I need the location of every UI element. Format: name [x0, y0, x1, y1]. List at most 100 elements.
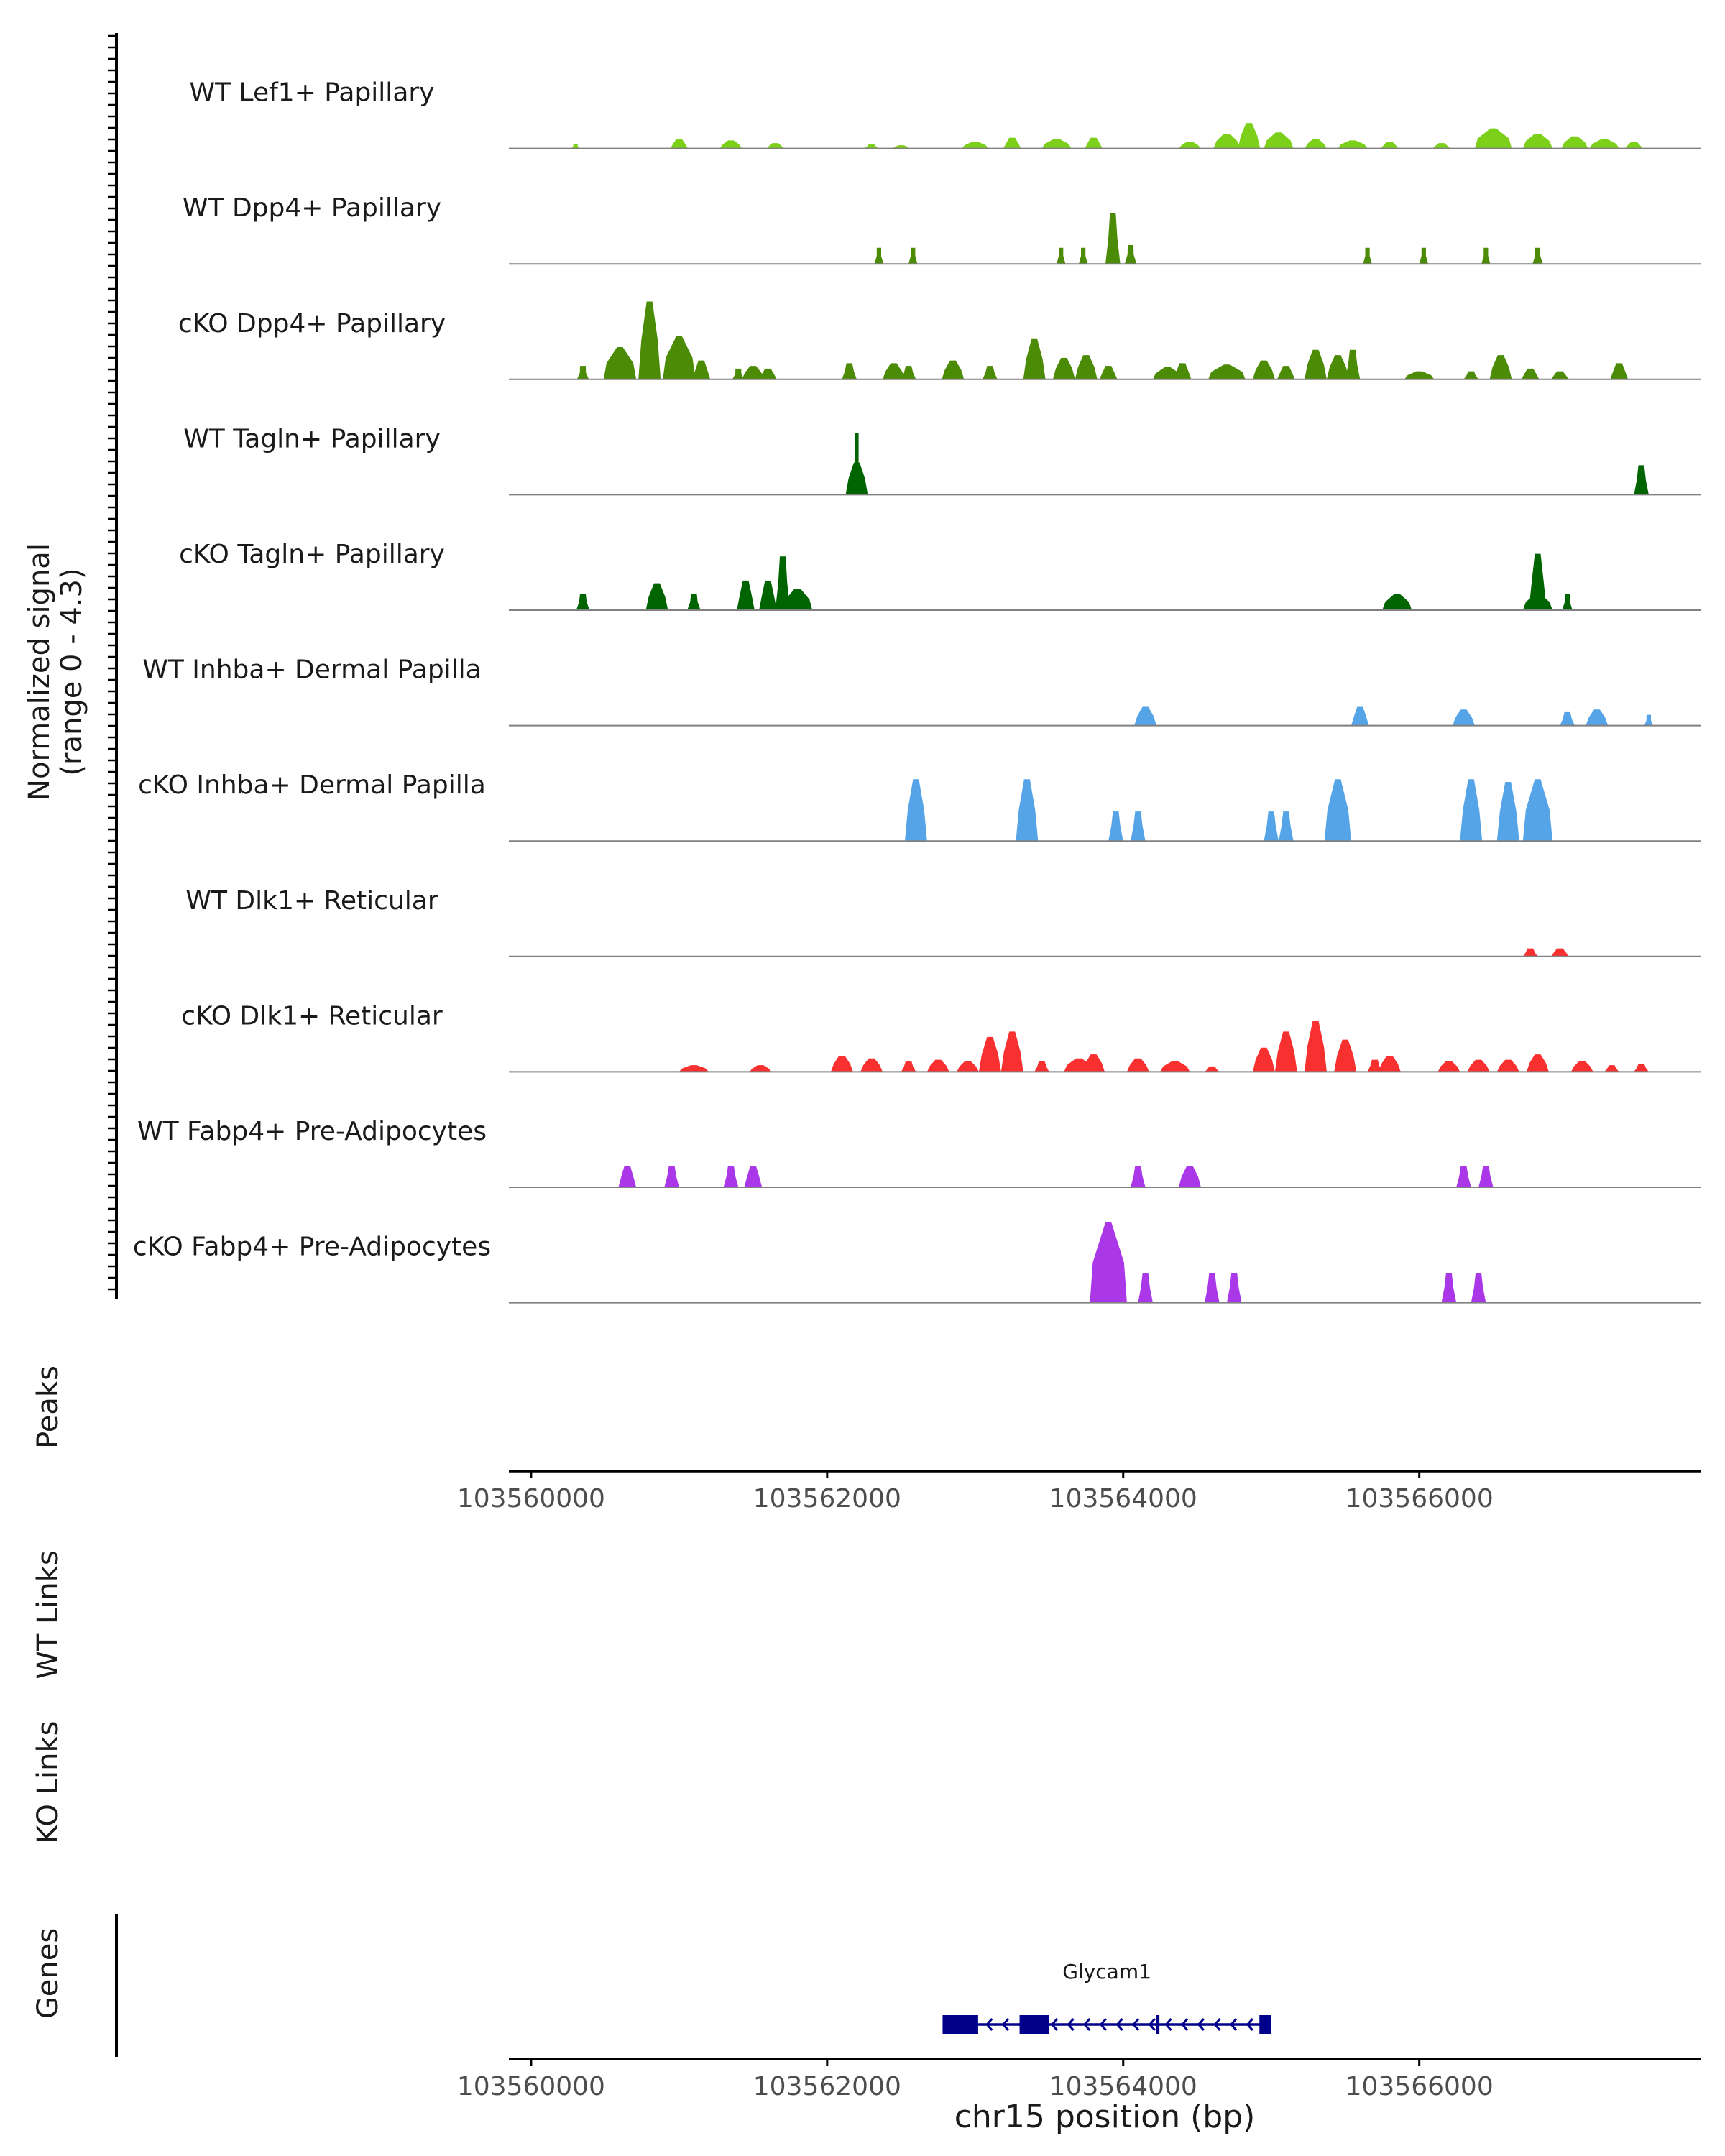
coverage-peak — [1338, 140, 1368, 149]
coverage-peak — [719, 140, 742, 149]
strand-arrow — [1213, 2018, 1221, 2031]
coverage-peak — [1324, 779, 1351, 842]
coverage-peak — [1057, 247, 1066, 264]
coverage-peak — [1052, 357, 1075, 379]
coverage-peak — [1379, 1055, 1401, 1072]
coverage-peak — [1124, 245, 1137, 264]
coverage-peak — [670, 139, 689, 149]
coverage-peak — [1478, 1166, 1494, 1187]
strand-arrow — [1067, 2018, 1075, 2031]
coverage-peak — [1085, 137, 1103, 149]
coverage-peak — [638, 301, 661, 379]
y-axis-range: (range 0 - 4.3) — [55, 568, 88, 775]
coverage-peak — [1075, 355, 1098, 379]
coverage-peak — [759, 580, 777, 610]
coverage-peak — [1238, 123, 1261, 149]
coverage-peak — [744, 1166, 763, 1187]
track-label: cKO Inhba+ Dermal Papilla — [138, 770, 486, 800]
coverage-peak — [678, 1065, 709, 1072]
track-label: WT Dpp4+ Papillary — [183, 193, 441, 223]
coverage-peak — [1522, 779, 1553, 842]
coverage-peak — [1264, 132, 1294, 149]
coverage-peak — [576, 594, 590, 610]
track-3: WT Tagln+ Papillary — [183, 424, 1701, 496]
coverage-peak — [1467, 1059, 1490, 1072]
coverage-peak — [1453, 709, 1475, 726]
coverage-peak — [904, 779, 927, 842]
x-tick-label: 103562000 — [753, 1484, 901, 1514]
strand-arrow — [1230, 2018, 1238, 2031]
strand-arrow — [1001, 2018, 1010, 2031]
track-label: WT Tagln+ Papillary — [183, 424, 441, 453]
coverage-peak — [1438, 1061, 1460, 1072]
genes-x-axis-ticks: 103560000 103562000 103564000 103566000 — [457, 2059, 1494, 2101]
coverage-peak — [1041, 139, 1072, 149]
track-9: WT Fabp4+ Pre-Adipocytes — [137, 1117, 1701, 1188]
coverage-peak — [663, 336, 696, 379]
coverage-peak — [571, 144, 580, 149]
track-1: WT Dpp4+ Papillary — [183, 193, 1701, 265]
coverage-peak — [742, 366, 765, 379]
coverage-peak — [1138, 1273, 1153, 1303]
coverage-peak — [1131, 811, 1146, 842]
coverage-peak — [1173, 363, 1192, 379]
coverage-peak — [1589, 139, 1619, 149]
coverage-peak — [1264, 811, 1279, 842]
x-tick-label: 103564000 — [1049, 1484, 1197, 1514]
coverage-peak — [1522, 134, 1553, 149]
coverage-peak — [1550, 948, 1569, 957]
x-tick-label: 103560000 — [457, 2072, 605, 2101]
strand-arrow — [1099, 2018, 1107, 2031]
coverage-peak — [1178, 1166, 1201, 1187]
coverage-peak — [1522, 948, 1538, 957]
coverage-peak — [1489, 355, 1512, 379]
coverage-peak — [983, 366, 998, 379]
strand-arrow — [1197, 2018, 1205, 2031]
coverage-peak — [1000, 1031, 1024, 1072]
coverage-peak — [723, 1166, 739, 1187]
track-label: cKO Tagln+ Papillary — [179, 540, 445, 569]
coverage-peak — [759, 368, 777, 379]
gene-model: Glycam1 — [942, 1960, 1271, 2034]
track-6: cKO Inhba+ Dermal Papilla — [138, 770, 1701, 842]
ko-links-panel-label: KO Links — [32, 1721, 65, 1844]
coverage-peak — [1003, 137, 1021, 149]
coverage-peak — [1562, 594, 1573, 610]
coverage-peak — [1108, 811, 1123, 842]
coverage-peak — [1460, 779, 1483, 842]
peaks-x-axis-ticks: 103560000 103562000 103564000 103566000 — [457, 1471, 1494, 1514]
coverage-peak — [892, 145, 911, 149]
coverage-peak — [978, 1036, 1001, 1072]
coverage-peak — [852, 433, 861, 495]
x-tick-label: 103566000 — [1346, 2072, 1494, 2101]
genes-panel-label: Genes — [32, 1928, 65, 2019]
coverage-peak — [1456, 1166, 1471, 1187]
coverage-peak — [1441, 1273, 1457, 1303]
coverage-peak — [1305, 1021, 1327, 1072]
coverage-peak — [1126, 1058, 1149, 1072]
coverage-peak — [1213, 134, 1241, 149]
coverage-peak — [1550, 371, 1569, 379]
coverage-tracks: WT Lef1+ Papillary WT Dpp4+ Papillary cKO … — [133, 78, 1701, 1304]
coverage-peak — [783, 589, 813, 610]
coverage-peak — [1560, 711, 1575, 726]
coverage-peak — [1178, 142, 1201, 149]
coverage-peak — [1274, 1031, 1297, 1072]
coverage-peak — [737, 580, 755, 610]
track-label: cKO Dpp4+ Papillary — [178, 309, 446, 338]
gene-exon — [1156, 2015, 1160, 2034]
y-axis-ticks — [108, 34, 116, 1291]
coverage-peak — [1345, 349, 1361, 379]
coverage-peak — [1160, 1061, 1190, 1072]
coverage-peak — [1604, 1065, 1619, 1072]
coverage-peak — [1570, 1061, 1593, 1072]
coverage-peak — [1532, 247, 1543, 264]
coverage-peak — [926, 1059, 949, 1072]
track-4: cKO Tagln+ Papillary — [179, 540, 1701, 611]
coverage-peak — [1634, 1064, 1649, 1072]
peaks-panel-label: Peaks — [32, 1365, 65, 1449]
strand-arrow — [1148, 2018, 1156, 2031]
coverage-peak — [1351, 706, 1369, 726]
coverage-peak — [1205, 1066, 1220, 1072]
track-10: cKO Fabp4+ Pre-Adipocytes — [133, 1222, 1701, 1304]
